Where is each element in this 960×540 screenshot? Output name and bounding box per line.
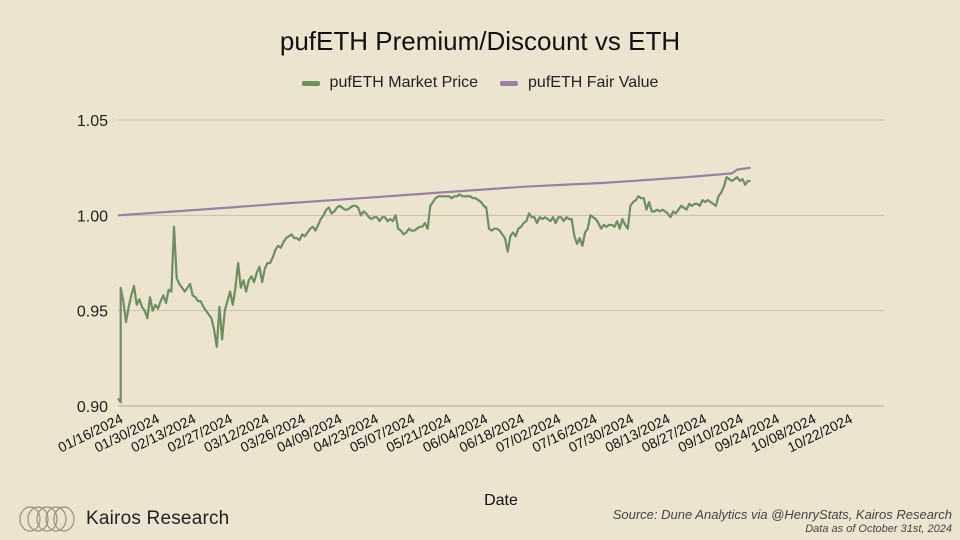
legend-label-market-price: pufETH Market Price xyxy=(329,74,479,91)
legend-swatch-market-price xyxy=(301,80,320,86)
y-tick-label: 1.00 xyxy=(77,208,108,225)
x-axis: 01/16/202401/30/202402/13/202402/27/2024… xyxy=(55,410,855,455)
legend: pufETH Market Price pufETH Fair Value xyxy=(0,74,960,92)
chart-title: pufETH Premium/Discount vs ETH xyxy=(279,26,681,56)
legend-item-market-price: pufETH Market Price xyxy=(301,74,479,92)
y-axis: 0.90 0.95 1.00 1.05 xyxy=(77,113,108,416)
x-axis-label: Date xyxy=(484,492,518,509)
legend-item-fair-value: pufETH Fair Value xyxy=(500,74,658,92)
legend-label-fair-value: pufETH Fair Value xyxy=(528,74,659,91)
series-lines xyxy=(117,166,751,404)
y-tick-label: 1.05 xyxy=(77,113,108,130)
kairos-logo: Kairos Research xyxy=(18,505,229,533)
y-tick-label: 0.90 xyxy=(77,399,108,416)
source-line: Source: Dune Analytics via @HenryStats, … xyxy=(612,507,952,522)
source-note: Source: Dune Analytics via @HenryStats, … xyxy=(612,507,952,536)
series-line-fair-value xyxy=(117,166,751,217)
legend-swatch-fair-value xyxy=(500,80,519,86)
grid-lines xyxy=(118,119,884,407)
logo-text: Kairos Research xyxy=(86,508,230,529)
data-date-line: Data as of October 31st, 2024 xyxy=(805,522,952,535)
series-line-market-price xyxy=(117,176,751,404)
kairos-rings-icon xyxy=(19,506,75,532)
y-tick-label: 0.95 xyxy=(77,304,108,321)
